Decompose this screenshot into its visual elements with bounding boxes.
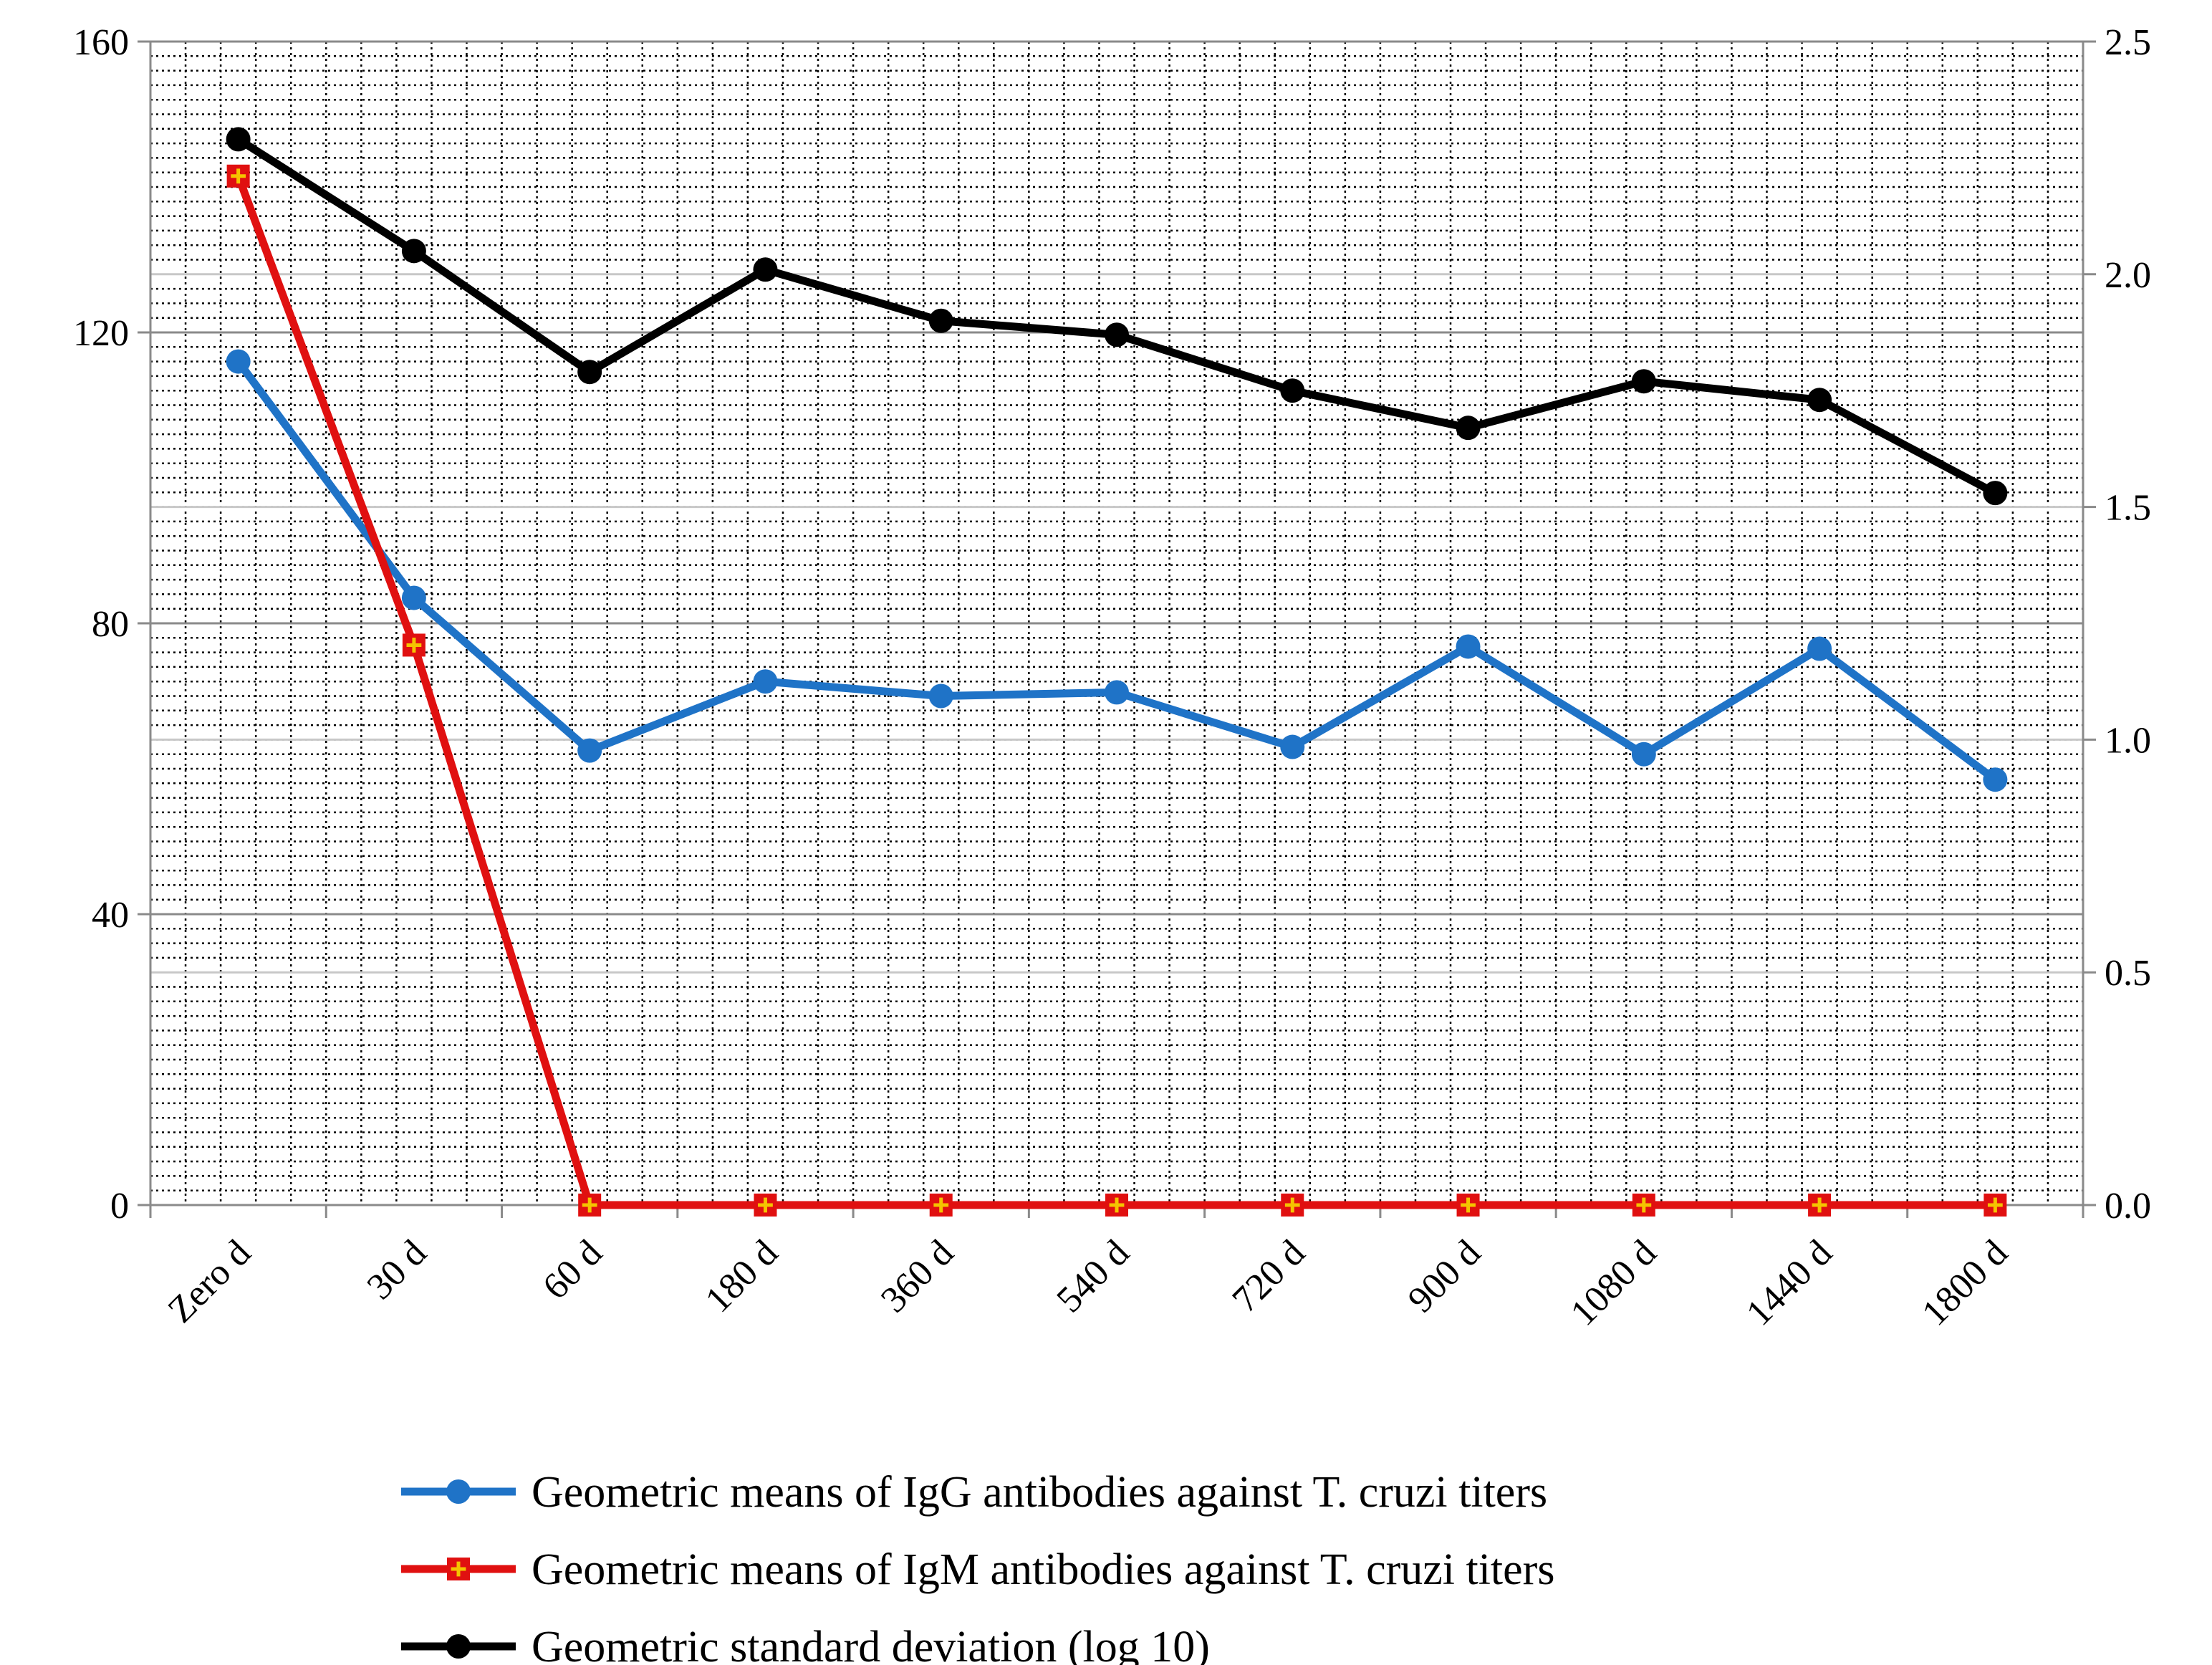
series-marker [226,349,251,374]
x-tick-label: 900 d [1400,1232,1489,1320]
x-tick-label: Zero d [160,1232,259,1330]
series-marker [928,308,953,333]
legend-label: Geometric means of IgM antibodies agains… [532,1545,1554,1594]
series-marker [753,257,778,282]
x-tick-label: 1080 d [1563,1232,1664,1333]
legend: Geometric means of IgG antibodies agains… [401,1468,1554,1665]
series-marker [1280,378,1305,403]
y-tick-label: 80 [92,604,129,645]
series-marker [577,738,602,763]
x-tick-label: 1440 d [1739,1232,1840,1333]
y-tick-label: 0 [110,1186,129,1227]
series-marker [1456,416,1481,441]
series-marker [1983,767,2008,792]
y2-tick-label: 0.0 [2105,1186,2151,1227]
legend-label: Geometric standard deviation (log 10) [532,1623,1210,1665]
legend-item-2: Geometric means of IgM antibodies agains… [401,1545,1554,1594]
series-marker [446,1479,471,1504]
series-marker [1105,322,1129,347]
series-marker [1456,634,1481,659]
x-tick-label: 30 d [360,1232,435,1307]
y2-tick-label: 0.5 [2105,953,2151,994]
series-marker [1807,636,1832,661]
series-2 [226,164,2007,1217]
series-marker [401,239,426,264]
legend-item-1: Geometric means of IgG antibodies agains… [401,1468,1547,1517]
y2-tick-label: 2.5 [2105,22,2151,63]
x-tick-label: 540 d [1049,1232,1137,1320]
series-marker [401,585,426,610]
series-marker [1280,734,1305,759]
series-marker [577,360,602,385]
x-tick-label: 720 d [1225,1232,1313,1320]
grid [150,42,2083,1205]
x-tick-label: 180 d [698,1232,786,1320]
series-marker [928,683,953,709]
x-tick-label: 1800 d [1914,1232,2015,1333]
series-marker [226,127,251,152]
y2-tick-label: 1.5 [2105,488,2151,529]
legend-label: Geometric means of IgG antibodies agains… [532,1468,1547,1517]
series-marker [1105,680,1129,705]
y-tick-label: 120 [73,313,129,354]
series-marker [446,1634,471,1659]
legend-item-3: Geometric standard deviation (log 10) [401,1623,1210,1665]
y-tick-label: 160 [73,22,129,63]
series-marker [753,669,778,694]
series-layer [226,127,2008,1217]
x-tick-label: 360 d [873,1232,961,1320]
y-tick-label: 40 [92,895,129,936]
y2-tick-label: 1.0 [2105,720,2151,761]
series-marker [1631,742,1656,767]
series-marker [1631,369,1656,394]
series-marker [1983,481,2008,506]
y2-tick-label: 2.0 [2105,255,2151,296]
series-3 [226,127,2008,506]
x-tick-label: 60 d [535,1232,610,1307]
series-marker [1807,388,1832,413]
series-1 [226,349,2008,792]
